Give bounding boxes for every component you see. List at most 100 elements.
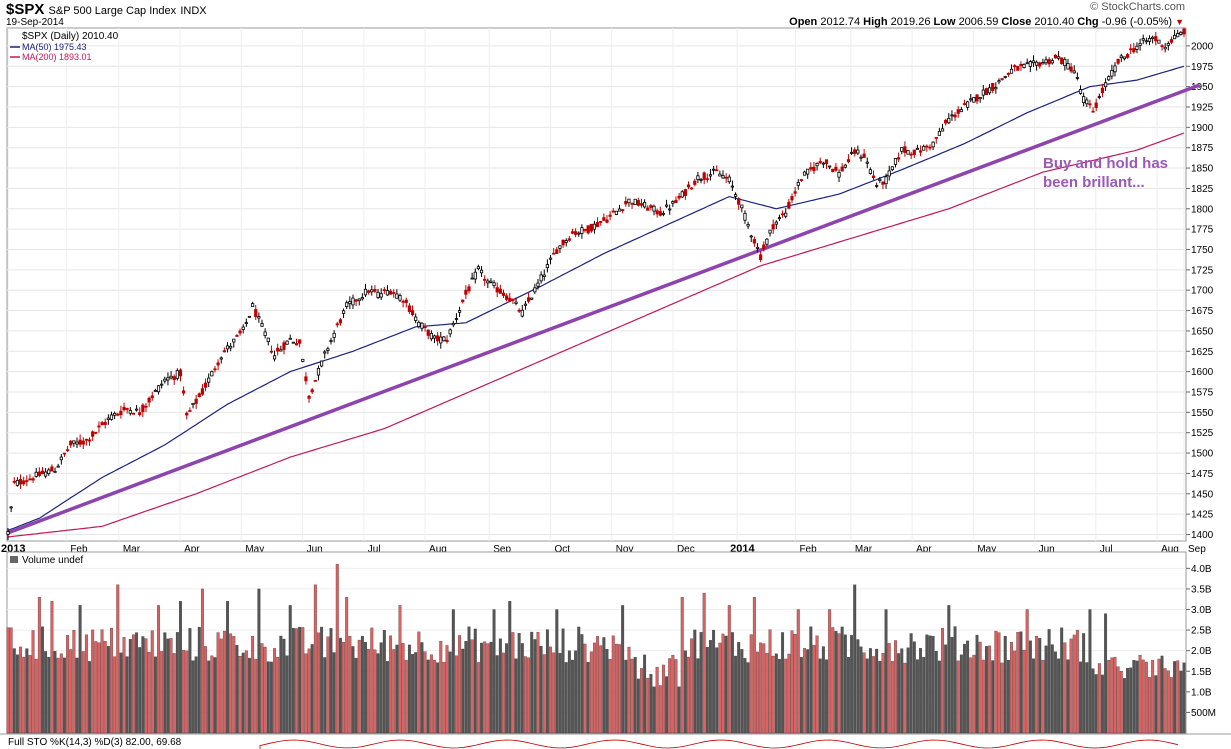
volume-bar (545, 629, 549, 734)
candle-body (1028, 61, 1032, 67)
candle-body (931, 141, 935, 148)
volume-bar (6, 627, 10, 734)
candle-body (824, 159, 829, 165)
volume-bar (1135, 660, 1139, 734)
volume-bar (131, 634, 135, 734)
candle-body (539, 274, 543, 282)
volume-bar (483, 641, 487, 734)
candle-body (523, 303, 528, 306)
volume-bar (138, 647, 142, 734)
volume-bar (288, 605, 292, 734)
candle-body (875, 185, 879, 187)
source-credit[interactable]: © StockCharts.com (1090, 1, 1185, 13)
volume-bar (602, 637, 606, 734)
candle-body (138, 412, 142, 416)
candle-body (1182, 28, 1186, 35)
volume-bar (564, 662, 568, 734)
candle-body (561, 239, 565, 246)
candle-body (843, 164, 847, 168)
y-tick-label: 1825 (1191, 184, 1214, 195)
candle-body (1025, 62, 1029, 65)
chg-value: -0.96 (-0.05%) (1101, 16, 1173, 28)
volume-bar (269, 661, 273, 734)
candle-body (718, 173, 722, 177)
candle-body (909, 153, 913, 156)
candle-body (1144, 40, 1148, 43)
volume-bar (828, 609, 832, 734)
volume-bar (586, 662, 590, 734)
volume-bar (1126, 668, 1130, 734)
volume-bar (1163, 668, 1167, 734)
volume-bar (658, 685, 662, 734)
candle-body (802, 171, 807, 176)
candle-body (599, 221, 603, 223)
candle-body (197, 393, 201, 398)
volume-bar (655, 666, 659, 734)
candle-body (944, 119, 948, 124)
volume-bar (1110, 657, 1114, 734)
volume-bar (912, 641, 916, 734)
volume-bar (172, 653, 176, 734)
candle-body (1151, 36, 1155, 39)
volume-bar (1144, 661, 1148, 734)
symbol-title: $SPX S&P 500 Large Cap Index INDX (6, 1, 207, 18)
candle-body (821, 162, 825, 165)
candle-body (254, 309, 258, 318)
volume-bar (661, 664, 665, 734)
candle-body (649, 205, 653, 208)
candle-body (194, 398, 198, 404)
candle-body (417, 321, 421, 328)
candle-body (272, 355, 277, 360)
volume-bar (207, 660, 211, 734)
candle-body (341, 310, 346, 314)
volume-bar (433, 660, 436, 734)
volume-bar (317, 632, 320, 734)
candle-body (125, 408, 129, 410)
candle-body (232, 338, 236, 343)
volume-bar (859, 646, 863, 734)
volume-bar (969, 657, 973, 734)
volume-bar (881, 653, 885, 734)
candle-body (730, 185, 735, 188)
volume-bar (592, 642, 596, 734)
candle-body (28, 478, 32, 481)
candle-body (1147, 37, 1152, 42)
indicator-label: Full STO %K(14,3) %D(3) 82.00, 69.68 (8, 737, 182, 748)
volume-bar (282, 638, 286, 734)
candle-body (363, 288, 368, 296)
candle-body (103, 421, 107, 425)
candle-body (251, 303, 255, 307)
volume-bar (850, 635, 854, 734)
volume-bar (561, 628, 565, 734)
volume-bar (502, 652, 505, 734)
y-tick-label: 1875 (1191, 143, 1214, 154)
candle-body (715, 169, 719, 172)
candle-body (1100, 87, 1105, 94)
volume-bar (941, 628, 944, 734)
volume-y-label: 2.0B (1191, 646, 1212, 657)
candle-body (257, 316, 261, 319)
candle-body (1019, 64, 1023, 67)
candle-body (918, 150, 923, 153)
volume-bar (395, 644, 399, 734)
volume-bar (370, 627, 374, 734)
volume-bar (332, 652, 336, 734)
volume-bar (429, 654, 433, 734)
volume-bar (41, 626, 44, 734)
down-arrow-icon: ▼ (1175, 17, 1184, 27)
volume-bar (1057, 658, 1061, 734)
candle-body (420, 322, 424, 329)
candle-body (580, 227, 584, 234)
candle-body (75, 441, 79, 445)
x-tick-label: Mar (855, 544, 873, 555)
index-name: S&P 500 Large Cap Index (48, 5, 177, 17)
candle-body (925, 145, 929, 148)
candle-body (555, 249, 559, 254)
volume-bar (454, 655, 458, 734)
high-label: High (863, 16, 888, 28)
candle-body (316, 367, 321, 376)
candle-body (661, 212, 666, 215)
volume-bar (1107, 660, 1111, 734)
candle-body (269, 350, 274, 353)
